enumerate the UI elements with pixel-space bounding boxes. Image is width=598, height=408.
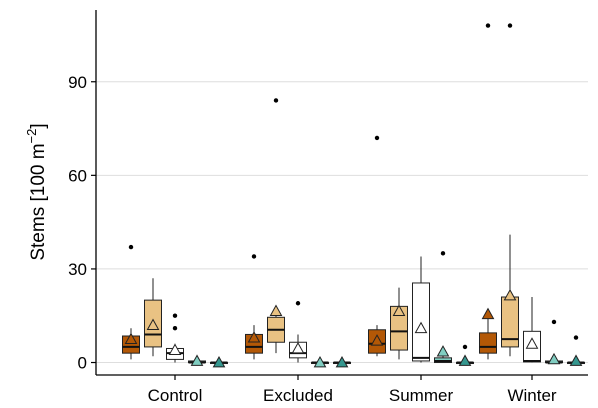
y-tick-label-60: 60 (68, 166, 87, 185)
box-0-2 (368, 135, 386, 357)
x-tick-label-0: Control (148, 386, 203, 405)
box-1-3 (501, 23, 519, 357)
x-ticks: Control Excluded Summer Winter (148, 375, 557, 405)
box-3-2 (434, 251, 452, 364)
box-4-3 (567, 335, 585, 366)
y-axis-label-superscript: −2 (24, 129, 39, 144)
box-series (122, 23, 585, 368)
mean-marker (392, 304, 406, 316)
outlier-0 (295, 301, 301, 306)
outlier-0 (374, 135, 380, 141)
outlier-0 (485, 23, 491, 28)
y-axis-label: Stems [100 m−2] (24, 123, 49, 260)
mean-marker (547, 352, 561, 365)
outlier-1 (172, 313, 178, 318)
box-4-2 (456, 344, 474, 366)
y-tick-label-30: 30 (68, 260, 87, 279)
mean-marker (212, 355, 226, 368)
box-0-1 (245, 254, 263, 360)
outlier-0 (273, 98, 279, 103)
outlier-0 (128, 244, 134, 250)
x-tick-label-2: Summer (389, 386, 454, 405)
box-body (479, 332, 497, 354)
box-3-3 (545, 319, 563, 365)
mean-marker (525, 337, 539, 349)
y-tick-label-90: 90 (68, 73, 87, 92)
mean-marker (168, 343, 182, 355)
box-3-0 (188, 354, 206, 366)
box-0-0 (122, 244, 140, 360)
outlier-0 (573, 335, 579, 340)
y-axis-label-close: ] (28, 123, 49, 128)
outlier-0 (551, 319, 557, 325)
axes (95, 10, 588, 376)
outlier-0 (507, 23, 513, 28)
y-axis-label-main: Stems [100 m (28, 143, 49, 260)
mean-marker (146, 318, 160, 330)
mean-marker (503, 288, 517, 301)
y-ticks: 0 30 60 90 (68, 73, 96, 373)
box-2-0 (166, 313, 184, 363)
box-1-0 (144, 278, 162, 357)
y-tick-label-0: 0 (78, 354, 87, 373)
box-4-0 (210, 355, 228, 368)
mean-marker (569, 354, 583, 366)
box-2-2 (412, 256, 430, 363)
mean-marker (124, 332, 138, 345)
mean-marker (458, 354, 472, 366)
outlier-0 (251, 254, 257, 259)
box-2-1 (289, 301, 307, 363)
x-tick-label-3: Winter (507, 386, 556, 405)
box-0-3 (479, 23, 497, 360)
outlier-0 (172, 326, 178, 331)
mean-marker (190, 354, 204, 366)
mean-marker (313, 355, 327, 368)
mean-marker (247, 331, 261, 343)
mean-marker (291, 341, 305, 354)
mean-marker (269, 304, 283, 316)
x-tick-label-1: Excluded (263, 386, 333, 405)
mean-marker (481, 307, 495, 320)
box-2-3 (523, 297, 541, 363)
box-4-1 (333, 355, 351, 368)
box-1-2 (390, 287, 408, 360)
box-1-1 (267, 98, 285, 354)
outlier-0 (462, 344, 468, 350)
mean-marker (335, 355, 349, 368)
box-3-1 (311, 355, 329, 368)
outlier-0 (440, 251, 446, 256)
mean-marker (436, 345, 450, 357)
mean-marker (370, 334, 384, 346)
mean-marker (414, 321, 428, 334)
